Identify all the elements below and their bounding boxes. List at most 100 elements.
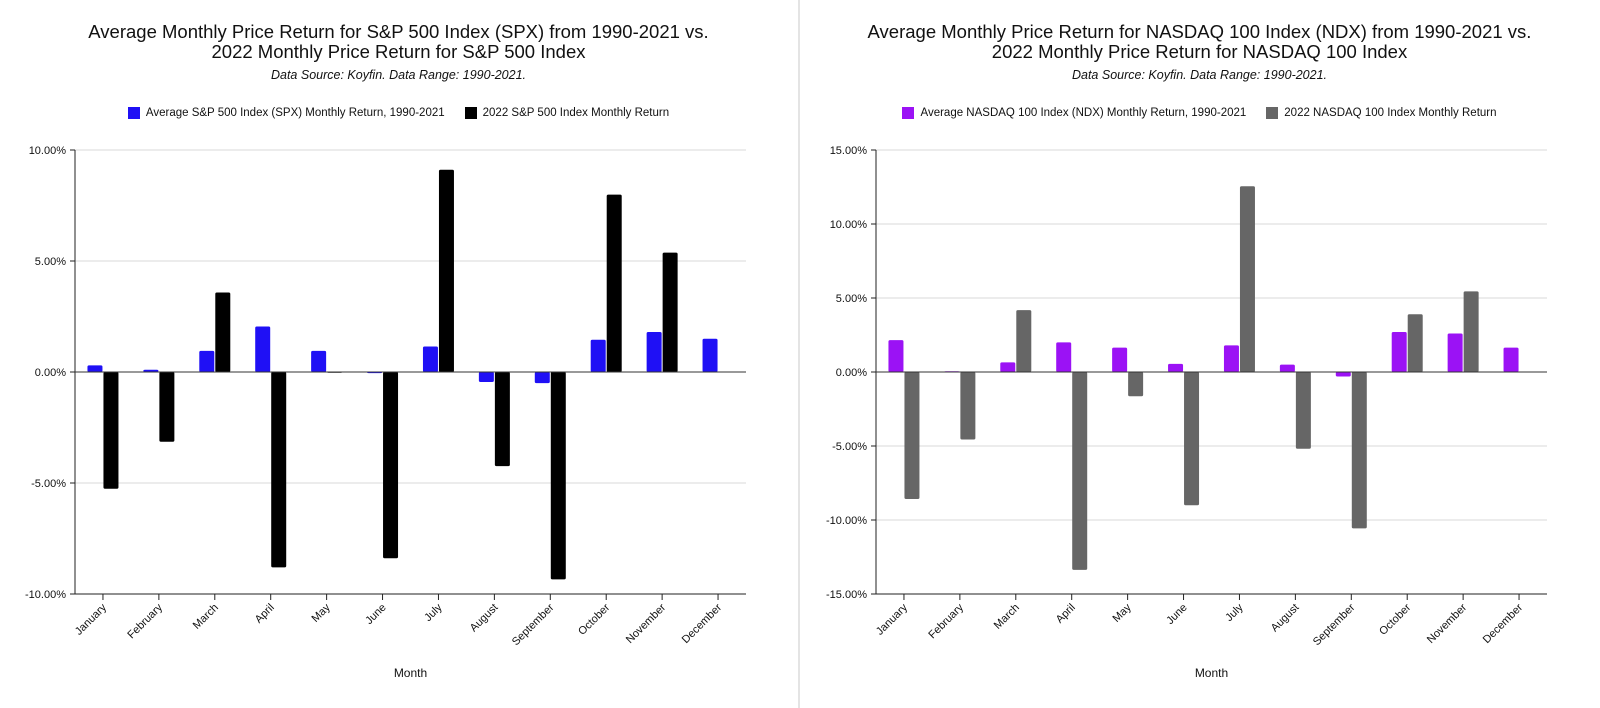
bar-average <box>1279 364 1295 372</box>
x-axis-title: Month <box>394 666 427 680</box>
spx-chart-panel: Average Monthly Price Return for S&P 500… <box>0 0 797 708</box>
bar-2022 <box>103 372 119 489</box>
legend-label-average: Average NASDAQ 100 Index (NDX) Monthly R… <box>920 107 1247 119</box>
bar-2022 <box>271 372 287 568</box>
y-tick-label: -5.00% <box>31 478 66 490</box>
bar-2022 <box>606 194 622 372</box>
bar-average <box>1000 362 1016 372</box>
bar-2022 <box>1072 372 1088 570</box>
spx-plot-area: 10.00% 5.00% 0.00% -5.00% -10.00% January Febr… <box>25 145 746 680</box>
legend-swatch-2022 <box>1266 107 1279 119</box>
x-tick-label: July <box>422 601 445 624</box>
bar-2022 <box>550 372 566 580</box>
chart-legend: Average NASDAQ 100 Index (NDX) Monthly R… <box>801 107 1598 119</box>
bar-average <box>1391 332 1407 372</box>
chart-legend: Average S&P 500 Index (SPX) Monthly Retu… <box>0 107 797 119</box>
y-tick-label: -10.00% <box>826 515 867 527</box>
y-tick-label: 15.00% <box>830 145 868 157</box>
x-tick-label: November <box>624 601 669 646</box>
bar-2022 <box>215 292 231 372</box>
chart-subtitle: Data Source: Koyfin. Data Range: 1990-20… <box>1071 68 1328 82</box>
x-tick-label: May <box>1111 601 1135 625</box>
legend-item-average[interactable]: Average S&P 500 Index (SPX) Monthly Retu… <box>127 107 445 119</box>
bar-average <box>478 372 494 382</box>
bar-2022 <box>494 372 510 467</box>
bar-average <box>1503 347 1519 372</box>
x-tick-label: August <box>468 602 501 635</box>
legend-swatch-average <box>902 107 915 119</box>
x-tick-label: June <box>363 602 388 627</box>
x-tick-label: February <box>125 601 165 641</box>
chart-title-line1: Average Monthly Price Return for NASDAQ … <box>867 21 1532 42</box>
bar-average <box>534 372 550 384</box>
legend-label-2022: 2022 S&P 500 Index Monthly Return <box>482 107 670 119</box>
legend-label-2022: 2022 NASDAQ 100 Index Monthly Return <box>1284 107 1497 119</box>
x-tick-label: May <box>310 601 334 625</box>
chart-title: Average Monthly Price Return for S&P 500… <box>0 22 797 62</box>
y-tick-label: 10.00% <box>830 219 868 231</box>
bar-2022 <box>438 169 454 372</box>
bar-average <box>1056 342 1072 372</box>
x-axis-title: Month <box>1195 666 1228 680</box>
bar-average <box>888 340 904 372</box>
bar-average <box>1223 345 1239 372</box>
legend-item-2022[interactable]: 2022 S&P 500 Index Monthly Return <box>464 107 670 119</box>
chart-title-line1: Average Monthly Price Return for S&P 500… <box>88 21 709 42</box>
bar-2022 <box>1351 372 1367 529</box>
x-tick-label: April <box>1054 602 1078 626</box>
legend-item-2022[interactable]: 2022 NASDAQ 100 Index Monthly Return <box>1266 107 1497 119</box>
x-tick-label: December <box>680 601 725 646</box>
chart-title-line2: 2022 Monthly Price Return for NASDAQ 100… <box>991 41 1408 62</box>
bar-average <box>1335 372 1351 377</box>
bar-2022 <box>1295 372 1311 449</box>
bar-2022 <box>1016 310 1032 372</box>
bar-average <box>87 365 103 372</box>
y-tick-label: 5.00% <box>35 256 66 268</box>
bar-average <box>1168 363 1184 372</box>
bar-2022 <box>1407 314 1423 372</box>
y-tick-label: 10.00% <box>29 145 67 157</box>
y-tick-label: 0.00% <box>35 367 66 379</box>
bar-average <box>255 326 271 372</box>
bar-2022 <box>1463 291 1479 372</box>
bar-2022 <box>1184 372 1200 506</box>
x-tick-label: November <box>1425 601 1470 646</box>
bar-average <box>199 350 215 372</box>
bar-average <box>143 369 159 372</box>
legend-item-average[interactable]: Average NASDAQ 100 Index (NDX) Monthly R… <box>902 107 1246 119</box>
bar-2022 <box>960 372 976 440</box>
x-tick-label: April <box>253 602 277 626</box>
bar-2022 <box>1128 372 1144 397</box>
chart-title: Average Monthly Price Return for NASDAQ … <box>801 22 1598 62</box>
ndx-plot-area: 15.00% 10.00% 5.00% 0.00% -5.00% -10.00% -15.0… <box>826 145 1547 680</box>
legend-swatch-2022 <box>464 107 477 119</box>
chart-title-line2: 2022 Monthly Price Return for S&P 500 In… <box>211 41 586 62</box>
bar-average <box>1447 333 1463 372</box>
chart-subtitle: Data Source: Koyfin. Data Range: 1990-20… <box>270 68 527 82</box>
x-tick-label: December <box>1481 601 1526 646</box>
y-tick-label: -15.00% <box>826 589 867 601</box>
x-tick-label: October <box>576 601 612 637</box>
x-tick-label: September <box>510 601 557 648</box>
x-tick-label: March <box>992 602 1022 632</box>
bar-average <box>646 332 662 372</box>
x-tick-label: October <box>1377 601 1413 637</box>
y-tick-label: 0.00% <box>836 367 867 379</box>
bar-2022 <box>383 372 399 559</box>
bar-2022 <box>904 372 920 499</box>
y-tick-label: -10.00% <box>25 589 66 601</box>
bar-2022 <box>1239 186 1255 372</box>
bar-2022 <box>662 252 678 372</box>
bar-average <box>590 339 606 372</box>
ndx-chart-panel: Average Monthly Price Return for NASDAQ … <box>801 0 1598 708</box>
x-tick-label: February <box>926 601 966 641</box>
y-tick-label: 5.00% <box>836 293 867 305</box>
x-tick-label: June <box>1164 602 1189 627</box>
x-tick-label: July <box>1223 601 1246 624</box>
x-tick-label: January <box>874 601 911 638</box>
bar-average <box>1112 347 1128 372</box>
y-tick-label: -5.00% <box>832 441 867 453</box>
bar-average <box>311 350 327 372</box>
legend-label-average: Average S&P 500 Index (SPX) Monthly Retu… <box>145 107 445 119</box>
x-tick-label: January <box>73 601 110 638</box>
